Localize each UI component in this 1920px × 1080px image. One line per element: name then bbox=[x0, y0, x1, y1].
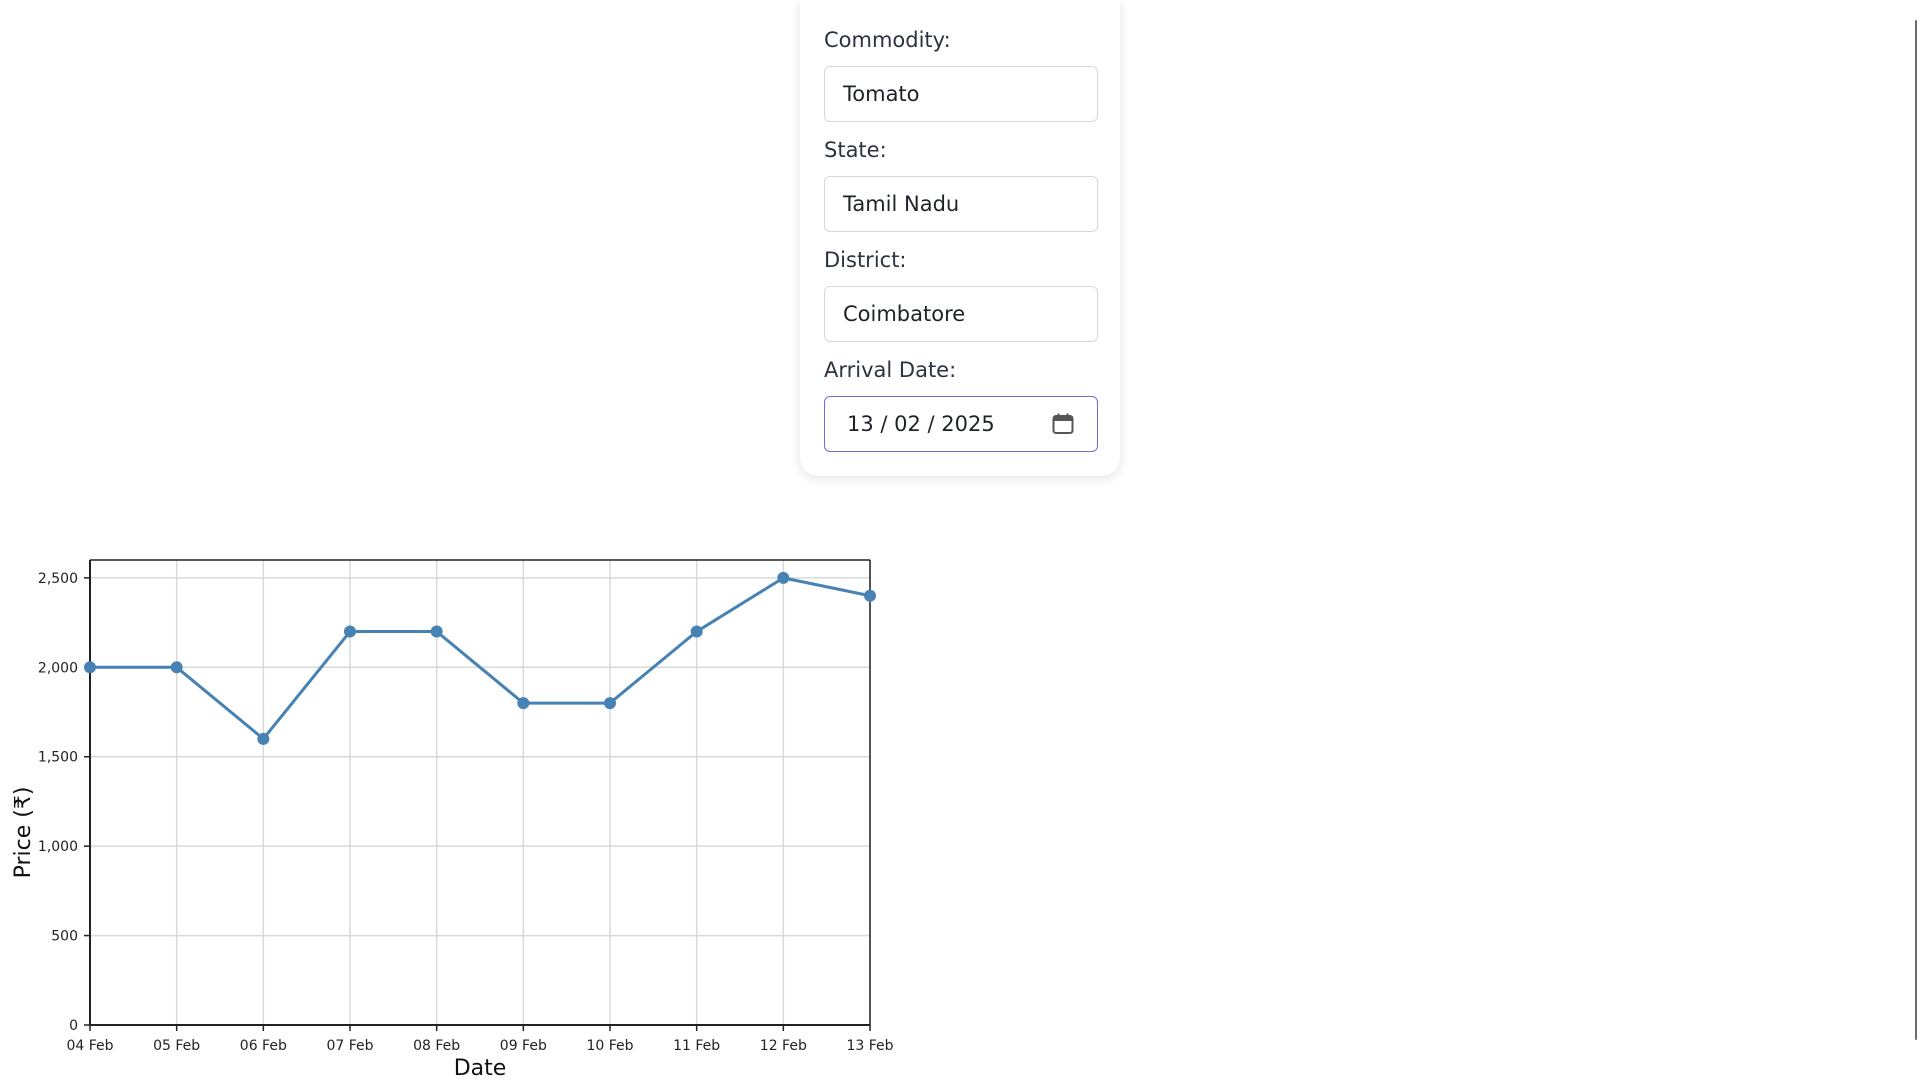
chart-grid bbox=[89, 560, 871, 1026]
y-tick-label: 1,500 bbox=[38, 750, 78, 766]
price-line-chart: 0 500 1,000 1,500 2,000 2,500 04 Feb 05 Feb 06 F… bbox=[11, 559, 894, 1080]
data-point bbox=[84, 661, 96, 674]
state-label: State: bbox=[824, 138, 887, 162]
x-tick-label: 12 Feb bbox=[760, 1038, 807, 1054]
x-tick-label: 09 Feb bbox=[500, 1038, 547, 1054]
y-axis-title: Price (₹) bbox=[11, 787, 36, 879]
x-tick-label: 08 Feb bbox=[413, 1038, 460, 1054]
district-label: District: bbox=[824, 248, 907, 272]
y-tick-label: 2,500 bbox=[38, 571, 78, 587]
district-input[interactable]: Coimbatore bbox=[824, 286, 1098, 342]
data-point bbox=[604, 697, 616, 710]
data-point bbox=[170, 661, 183, 674]
x-tick-label: 10 Feb bbox=[586, 1038, 633, 1054]
calendar-icon[interactable] bbox=[1051, 412, 1075, 436]
data-point bbox=[690, 625, 703, 638]
data-point bbox=[517, 697, 530, 710]
commodity-input[interactable]: Tomato bbox=[824, 66, 1098, 122]
y-tick-label: 500 bbox=[51, 929, 78, 945]
x-axis-title: Date bbox=[454, 1056, 507, 1080]
arrival-date-value: 13 / 02 / 2025 bbox=[847, 412, 995, 436]
commodity-label: Commodity: bbox=[824, 28, 951, 52]
filter-form-card: Commodity: Tomato State: Tamil Nadu Dist… bbox=[800, 0, 1120, 476]
data-point bbox=[777, 571, 790, 584]
scrollbar-thumb[interactable] bbox=[1915, 20, 1917, 1040]
x-tick-label: 06 Feb bbox=[240, 1038, 287, 1054]
arrival-date-label: Arrival Date: bbox=[824, 358, 957, 382]
y-tick-label: 2,000 bbox=[38, 660, 78, 676]
data-point bbox=[430, 625, 443, 638]
x-tick-label: 13 Feb bbox=[846, 1038, 893, 1054]
data-point bbox=[344, 625, 356, 638]
state-input[interactable]: Tamil Nadu bbox=[824, 176, 1098, 232]
arrival-date-input[interactable]: 13 / 02 / 2025 bbox=[824, 396, 1098, 452]
x-tick-label: 07 Feb bbox=[326, 1038, 373, 1054]
y-tick-label: 1,000 bbox=[38, 839, 78, 855]
chart-axes: 0 500 1,000 1,500 2,000 2,500 04 Feb 05 Feb 06 F… bbox=[38, 559, 894, 1054]
x-tick-label: 04 Feb bbox=[66, 1038, 113, 1054]
y-tick-label: 0 bbox=[69, 1018, 78, 1034]
price-series-line bbox=[90, 576, 871, 741]
x-tick-label: 05 Feb bbox=[153, 1038, 200, 1054]
x-tick-label: 11 Feb bbox=[673, 1038, 720, 1054]
chart-series bbox=[84, 571, 876, 745]
data-point bbox=[864, 589, 876, 602]
data-point bbox=[257, 732, 270, 745]
scrollbar-track[interactable] bbox=[1914, 0, 1920, 1080]
